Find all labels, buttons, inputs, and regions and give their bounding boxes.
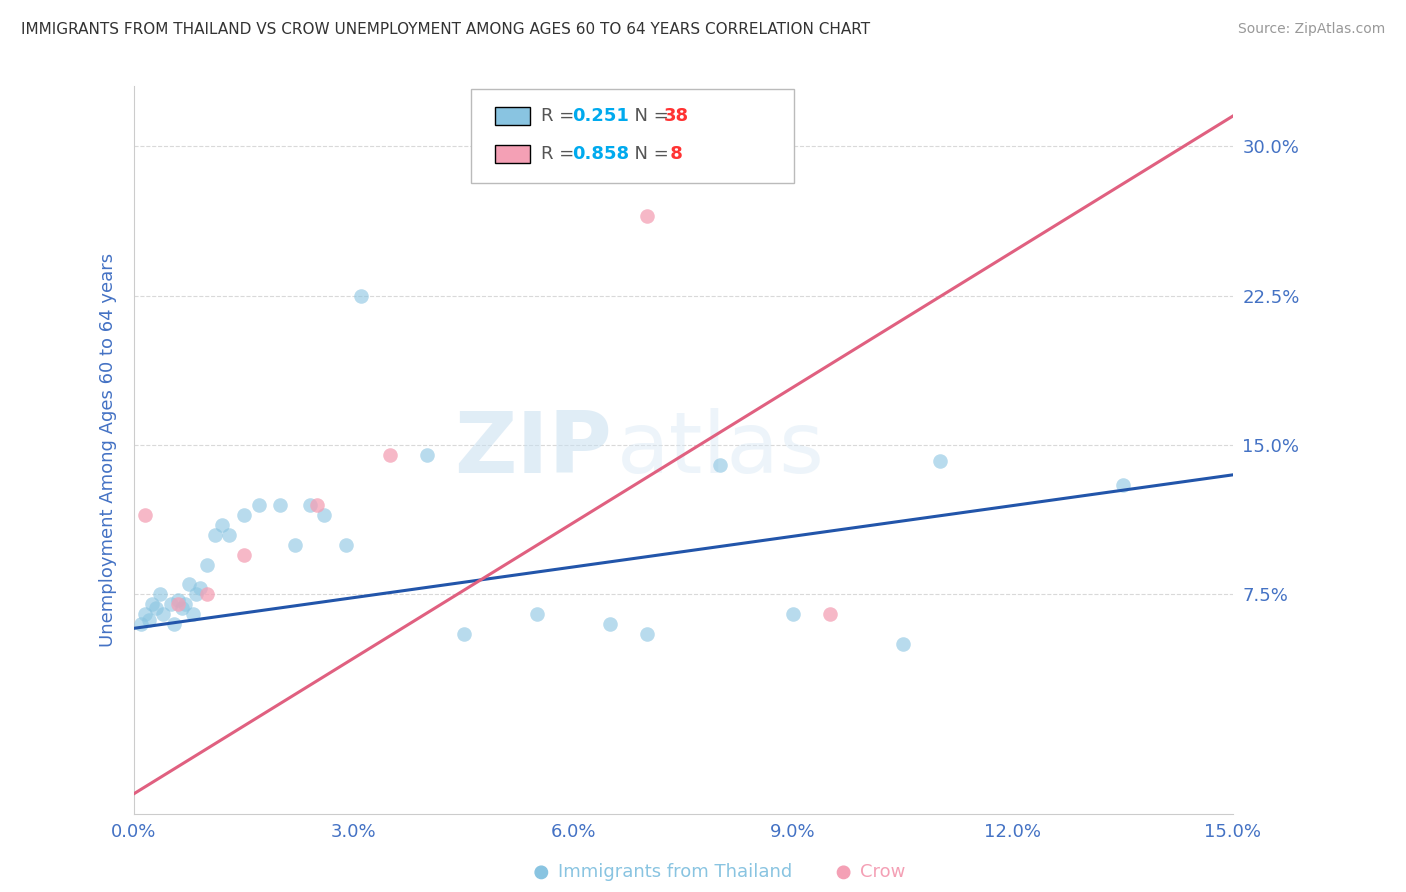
Point [247, 498, 270, 512]
Point [350, 288, 373, 302]
Point [232, 548, 254, 562]
Point [218, 527, 240, 541]
Point [204, 527, 226, 541]
Point [163, 617, 186, 632]
Point [167, 593, 190, 607]
Point [174, 598, 197, 612]
Text: 38: 38 [664, 107, 689, 125]
Point [195, 587, 218, 601]
Text: R =: R = [541, 145, 581, 163]
Point [188, 582, 211, 596]
Point [636, 209, 658, 223]
Point [195, 558, 218, 572]
Point [416, 448, 439, 462]
Point [284, 538, 307, 552]
Point [928, 454, 950, 468]
Text: Immigrants from Thailand: Immigrants from Thailand [558, 863, 793, 881]
Point [526, 607, 548, 622]
Point [453, 627, 475, 641]
Point [177, 577, 200, 591]
Text: IMMIGRANTS FROM THAILAND VS CROW UNEMPLOYMENT AMONG AGES 60 TO 64 YEARS CORRELAT: IMMIGRANTS FROM THAILAND VS CROW UNEMPLO… [21, 22, 870, 37]
Text: 0.251: 0.251 [572, 107, 628, 125]
Point [232, 508, 254, 522]
Text: N =: N = [623, 145, 675, 163]
Point [307, 498, 329, 512]
Point [170, 601, 193, 615]
Text: Source: ZipAtlas.com: Source: ZipAtlas.com [1237, 22, 1385, 37]
Text: R =: R = [541, 107, 581, 125]
Point [181, 607, 204, 622]
Text: N =: N = [623, 107, 675, 125]
Point [211, 517, 233, 532]
Point [1111, 478, 1133, 492]
Point [134, 607, 156, 622]
Point [782, 607, 804, 622]
Point [380, 448, 402, 462]
Text: atlas: atlas [617, 409, 825, 491]
Text: ZIP: ZIP [454, 409, 612, 491]
Text: 0.858: 0.858 [572, 145, 630, 163]
Point [818, 607, 841, 622]
Point [599, 617, 621, 632]
Point [314, 508, 336, 522]
Point [145, 601, 167, 615]
Point [891, 637, 914, 651]
Point [149, 587, 172, 601]
Point [134, 508, 156, 522]
Point [298, 498, 321, 512]
Point [159, 598, 181, 612]
Point [186, 587, 208, 601]
Point [152, 607, 174, 622]
Point [131, 617, 153, 632]
Y-axis label: Unemployment Among Ages 60 to 64 years: Unemployment Among Ages 60 to 64 years [100, 253, 117, 647]
Point [141, 598, 163, 612]
Point [269, 498, 291, 512]
Text: 8: 8 [664, 145, 682, 163]
Point [335, 538, 357, 552]
Point [167, 598, 190, 612]
Point [636, 627, 658, 641]
Point [138, 613, 160, 627]
Text: Crow: Crow [860, 863, 905, 881]
Point [709, 458, 731, 472]
